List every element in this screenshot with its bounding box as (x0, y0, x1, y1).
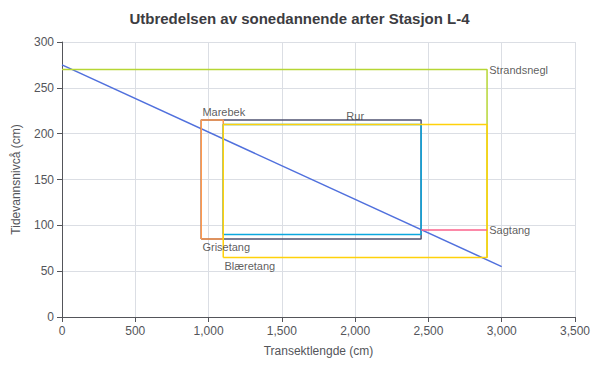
svg-text:Tidevannsnivcå (cm): Tidevannsnivcå (cm) (9, 124, 23, 234)
svg-text:1,000: 1,000 (194, 324, 224, 338)
svg-text:250: 250 (34, 81, 54, 95)
svg-text:Grisetang: Grisetang (202, 241, 250, 253)
svg-text:Blæretang: Blæretang (224, 260, 275, 272)
svg-text:150: 150 (34, 173, 54, 187)
svg-text:50: 50 (41, 264, 55, 278)
svg-text:Rur: Rur (346, 110, 364, 122)
svg-text:3,500: 3,500 (560, 324, 590, 338)
svg-text:Transektlengde (cm): Transektlengde (cm) (264, 344, 374, 358)
svg-text:Marebek: Marebek (202, 106, 245, 118)
svg-text:300: 300 (34, 35, 54, 49)
svg-text:2,000: 2,000 (340, 324, 370, 338)
svg-text:Strandsnegl: Strandsnegl (489, 64, 548, 76)
svg-text:Sagtang: Sagtang (489, 224, 530, 236)
svg-text:1,500: 1,500 (267, 324, 297, 338)
svg-text:200: 200 (34, 127, 54, 141)
svg-text:500: 500 (125, 324, 145, 338)
svg-text:Utbredelsen av sonedannende ar: Utbredelsen av sonedannende arter Stasjo… (129, 10, 470, 27)
svg-text:0: 0 (59, 324, 66, 338)
svg-text:0: 0 (47, 310, 54, 324)
svg-text:3,000: 3,000 (487, 324, 517, 338)
svg-text:2,500: 2,500 (413, 324, 443, 338)
svg-text:100: 100 (34, 218, 54, 232)
